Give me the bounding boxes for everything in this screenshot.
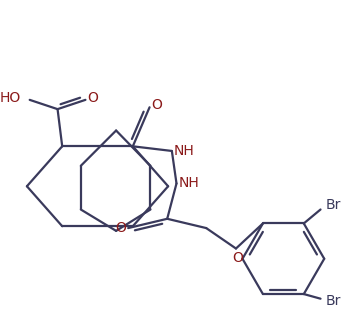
Text: O: O xyxy=(115,221,126,235)
Text: O: O xyxy=(232,251,243,265)
Text: Br: Br xyxy=(326,294,341,308)
Text: Br: Br xyxy=(326,198,341,212)
Text: NH: NH xyxy=(174,144,194,158)
Text: O: O xyxy=(87,91,98,105)
Text: NH: NH xyxy=(178,176,199,190)
Text: O: O xyxy=(151,99,162,112)
Text: HO: HO xyxy=(0,91,20,105)
